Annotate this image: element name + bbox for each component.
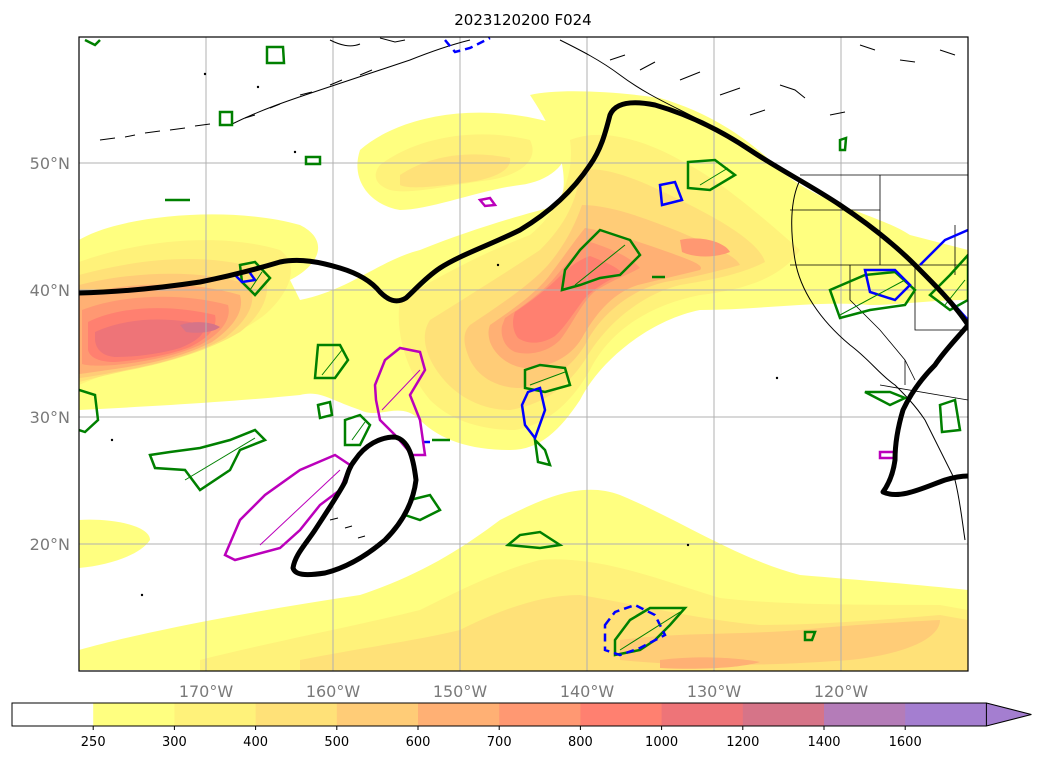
colorbar-segment: [418, 703, 500, 726]
green-contours: [79, 38, 968, 657]
colorbar-tick-label: 500: [324, 735, 349, 750]
colorbar-tick-label: 1600: [889, 735, 922, 750]
colorbar-segment: [255, 703, 338, 726]
colorbar-segment: [580, 703, 663, 726]
lon-label: 170°W: [179, 682, 234, 701]
lat-label: 50°N: [30, 154, 70, 173]
colorbar-tick-label: 250: [81, 735, 106, 750]
lat-label: 40°N: [30, 281, 70, 300]
colorbar: 250 300 400 500 600 700 800 1000 1200 1400 1600: [11, 702, 1032, 750]
colorbar-tick-label: 1400: [807, 735, 840, 750]
colorbar-tick-label: 1200: [726, 735, 759, 750]
longitude-labels: 170°W 160°W 150°W 140°W 130°W 120°W: [179, 682, 869, 701]
lat-label: 20°N: [30, 535, 70, 554]
blue-contours: [232, 37, 968, 657]
colorbar-segment: [824, 703, 906, 726]
coastlines: [99, 37, 966, 549]
lon-label: 120°W: [814, 682, 869, 701]
colorbar-segment: [93, 703, 175, 726]
colorbar-segment: [174, 703, 257, 726]
colorbar-tick-label: 600: [406, 735, 431, 750]
latitude-labels: 20°N 30°N 40°N 50°N: [30, 154, 70, 554]
political-borders: [790, 174, 968, 401]
colorbar-tick-label: 400: [243, 735, 268, 750]
map-panel: [79, 37, 968, 671]
colorbar-segment: [12, 703, 94, 726]
colorbar-segment: [742, 703, 825, 726]
colorbar-segment: [905, 703, 987, 726]
colorbar-segment: [499, 703, 581, 726]
lon-label: 140°W: [560, 682, 615, 701]
lon-label: 130°W: [687, 682, 742, 701]
colorbar-segment: [336, 703, 419, 726]
lat-label: 30°N: [30, 408, 70, 427]
colorbar-tick-label: 300: [162, 735, 187, 750]
map-title: 2023120200 F024: [454, 11, 591, 29]
coast-specks: [110, 72, 779, 597]
ivt-black-contours: [79, 100, 968, 578]
colorbar-segment: [661, 703, 744, 726]
colorbar-tick-label: 700: [487, 735, 512, 750]
lon-label: 150°W: [433, 682, 488, 701]
colorbar-extend-arrow: [985, 702, 1032, 727]
colorbar-tick-label: 1000: [645, 735, 678, 750]
lon-label: 160°W: [306, 682, 361, 701]
colorbar-tick-label: 800: [568, 735, 593, 750]
contour-hatching: [184, 167, 966, 651]
map-border: [78, 36, 969, 672]
